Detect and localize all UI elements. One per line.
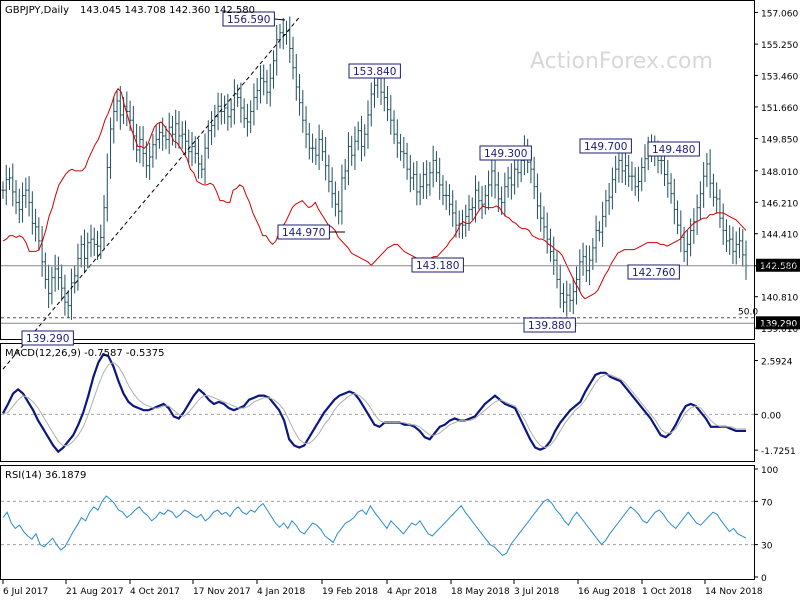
y-tick-label: 139.010 <box>761 325 798 335</box>
price-annotation-box <box>479 145 532 161</box>
price-annotation-box <box>411 257 464 273</box>
x-tick-label: 21 Aug 2017 <box>66 587 124 597</box>
x-tick-label: 3 Jul 2018 <box>514 587 559 597</box>
x-tick-label: 19 Feb 2018 <box>322 587 378 597</box>
level-tag <box>756 316 800 330</box>
macd-plot <box>1 352 754 454</box>
rsi-line <box>2 495 747 557</box>
y-tick-label: -1.7251 <box>761 447 796 457</box>
watermark: ActionForex.com <box>530 49 713 74</box>
x-tick-label: 1 Oct 2018 <box>642 587 692 597</box>
price-annotation-text: 142.760 <box>632 267 675 279</box>
rsi-plot <box>1 495 754 557</box>
x-tick-label: 4 Apr 2018 <box>387 587 437 597</box>
price-annotation-text: 139.290 <box>26 333 69 345</box>
price-annotation-box <box>523 317 576 333</box>
fib-level-label: 50.0 <box>738 308 758 318</box>
price-annotation-box <box>627 264 680 280</box>
macd-pane <box>0 343 755 462</box>
y-tick-label: 2.5924 <box>761 358 793 368</box>
y-tick-label: 144.410 <box>761 231 798 241</box>
price-annotation-text: 139.880 <box>528 320 571 332</box>
price-annotation-text: 156.590 <box>227 14 270 26</box>
price-annotation-text: 149.300 <box>484 148 527 160</box>
axes: 142.580 139.290 157.060 155.250 153.460 151.6… <box>2 9 800 597</box>
symbol-label: GBPJPY,Daily <box>5 5 69 16</box>
annotations: 50.0 156.590 153.840 149.300 149.700 149.480 1… <box>21 11 758 346</box>
y-tick-label: 70 <box>761 498 773 508</box>
price-plot <box>1 16 754 370</box>
x-tick-label: 16 Aug 2018 <box>578 587 636 597</box>
y-tick-label: 148.010 <box>761 168 798 178</box>
price-annotation-text: 153.840 <box>353 66 396 78</box>
price-annotation-text: 149.480 <box>652 144 695 156</box>
x-tick-label: 4 Oct 2017 <box>130 587 180 597</box>
price-annotation-box <box>647 141 700 157</box>
ohlc-label: 143.045 143.708 142.360 142.580 <box>80 5 255 16</box>
y-tick-label: 0 <box>761 574 767 584</box>
signal-line <box>2 361 746 449</box>
macd-title: MACD(12,26,9) -0.7587 -0.5375 <box>5 348 165 359</box>
y-tick-label: 100 <box>761 466 778 476</box>
price-annotation-text: 143.180 <box>416 260 459 272</box>
y-tick-label: 140.810 <box>761 294 798 304</box>
y-tick-label: 149.850 <box>761 136 798 146</box>
rsi-title: RSI(14) 36.1879 <box>5 470 86 481</box>
rsi-pane <box>0 465 755 580</box>
x-tick-label: 18 May 2018 <box>451 587 510 597</box>
price-annotation-box <box>348 63 401 79</box>
macd-line <box>2 352 746 454</box>
trendline <box>2 16 301 370</box>
y-tick-label: 151.660 <box>761 104 798 114</box>
x-tick-label: 6 Jul 2017 <box>3 587 48 597</box>
level-tag-text: 139.290 <box>760 319 797 329</box>
level-tag <box>756 258 800 272</box>
x-tick-label: 14 Nov 2018 <box>705 587 763 597</box>
price-pane <box>0 0 755 340</box>
annotation-leader <box>274 18 286 21</box>
y-tick-label: 142.580 <box>761 263 798 273</box>
price-annotation-text: 149.700 <box>584 141 627 153</box>
y-tick-label: 30 <box>761 542 773 552</box>
y-tick-label: 153.460 <box>761 72 798 82</box>
y-tick-label: 146.210 <box>761 199 798 209</box>
price-annotation-box <box>21 330 74 346</box>
x-tick-label: 4 Jan 2018 <box>257 587 305 597</box>
price-annotation-box <box>579 138 632 154</box>
x-tick-label: 17 Nov 2017 <box>193 587 251 597</box>
y-tick-label: 157.060 <box>761 9 798 19</box>
price-annotation-box <box>222 11 275 27</box>
y-tick-label: 155.250 <box>761 41 798 51</box>
y-tick-label: 0.00 <box>761 411 781 421</box>
level-tag-text: 142.580 <box>760 262 797 272</box>
moving-average-line <box>2 87 747 300</box>
price-annotation-text: 144.970 <box>282 227 325 239</box>
price-annotation-box <box>277 224 330 240</box>
